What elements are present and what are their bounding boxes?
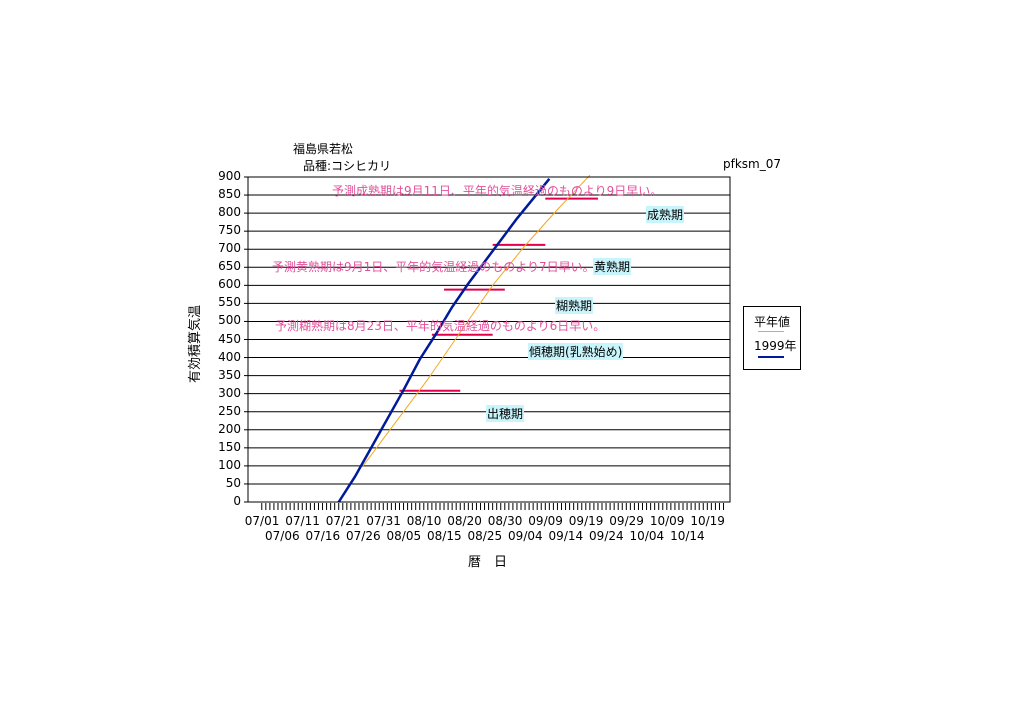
y-tick-label: 800 — [218, 205, 241, 220]
legend-label-1999: 1999年 — [754, 339, 797, 353]
legend: 平年値 1999年 — [743, 306, 801, 370]
x-tick-label: 07/26 — [346, 529, 381, 543]
y-tick-label: 900 — [218, 169, 241, 183]
x-tick-label: 09/04 — [508, 529, 543, 543]
chart-location-label: 福島県若松 — [293, 142, 354, 156]
x-tick-label: 07/01 — [244, 514, 280, 528]
series-lines — [337, 174, 591, 503]
plot-frame — [247, 176, 731, 503]
x-tick-label: 08/25 — [467, 529, 503, 543]
y-tick-label: 850 — [218, 187, 241, 202]
x-tick-label: 10/04 — [629, 529, 665, 543]
x-tick-label: 10/14 — [670, 529, 705, 543]
x-axis-ticks — [261, 503, 725, 510]
y-tick-label: 700 — [218, 241, 241, 256]
stage-markers — [399, 197, 598, 392]
y-tick-label: 400 — [218, 349, 241, 364]
chart-code-label: pfksm_07 — [723, 157, 782, 171]
y-tick-label: 650 — [218, 259, 241, 274]
y-tick-label: 200 — [218, 421, 241, 436]
x-tick-label: 09/14 — [548, 529, 584, 543]
legend-swatch-normal — [758, 331, 784, 332]
x-tick-label: 07/31 — [366, 514, 401, 528]
x-tick-label: 10/19 — [690, 514, 725, 528]
x-tick-label: 10/09 — [649, 514, 685, 528]
annotation-maturity: 予測成熟期は9月11日、平年的気温経過のものより9日早い。 — [332, 184, 663, 198]
y-tick-label: 350 — [218, 367, 241, 382]
x-tick-label: 08/20 — [447, 514, 482, 528]
stage-label-heading: 出穂期 — [486, 405, 525, 422]
y-tick-label: 250 — [218, 403, 241, 418]
stage-label-maturity: 成熟期 — [646, 206, 685, 223]
x-tick-label: 09/29 — [609, 514, 644, 528]
stage-label-dough-ripe: 糊熟期 — [555, 297, 594, 314]
legend-swatch-1999 — [758, 356, 784, 358]
x-tick-label: 07/06 — [265, 529, 300, 543]
x-tick-label: 09/19 — [568, 514, 604, 528]
x-axis-label: 暦 日 — [468, 555, 508, 570]
series-line-1999 — [337, 178, 551, 503]
y-tick-label: 450 — [218, 331, 241, 346]
x-tick-label: 08/30 — [487, 514, 523, 528]
y-tick-label: 300 — [218, 385, 241, 400]
grid-lines — [244, 176, 730, 503]
stage-label-milk-ripe: 傾穂期(乳熟始め) — [528, 343, 624, 360]
y-tick-label: 750 — [218, 223, 241, 238]
x-tick-label: 08/10 — [406, 514, 442, 528]
y-tick-label: 100 — [218, 457, 241, 472]
series-line-normal — [362, 174, 591, 467]
y-axis-label: 有効積算気温 — [188, 304, 203, 383]
y-tick-label: 150 — [218, 439, 241, 454]
x-tick-label: 08/05 — [386, 529, 422, 543]
stage-label-yellow-ripe: 黄熟期 — [593, 258, 632, 275]
x-tick-label: 07/11 — [285, 514, 320, 528]
y-tick-label: 0 — [233, 494, 241, 508]
chart-variety-label: 品種:コシヒカリ — [303, 159, 392, 173]
y-tick-label: 50 — [225, 475, 241, 490]
y-tick-label: 600 — [218, 277, 241, 292]
annotation-yellow-ripe: 予測黄熟期は9月1日、平年的気温経過のものより7日早い。 — [272, 260, 595, 274]
x-tick-label: 09/24 — [589, 529, 624, 543]
legend-label-normal: 平年値 — [754, 315, 791, 329]
x-tick-label: 07/16 — [305, 529, 341, 543]
x-tick-label: 09/09 — [528, 514, 563, 528]
x-tick-label: 07/21 — [325, 514, 361, 528]
y-tick-label: 500 — [218, 313, 241, 328]
y-tick-label: 550 — [218, 295, 241, 310]
annotation-dough-ripe: 予測糊熟期は8月23日、平年的気温経過のものより6日早い。 — [275, 319, 606, 333]
x-tick-label: 08/15 — [427, 529, 462, 543]
